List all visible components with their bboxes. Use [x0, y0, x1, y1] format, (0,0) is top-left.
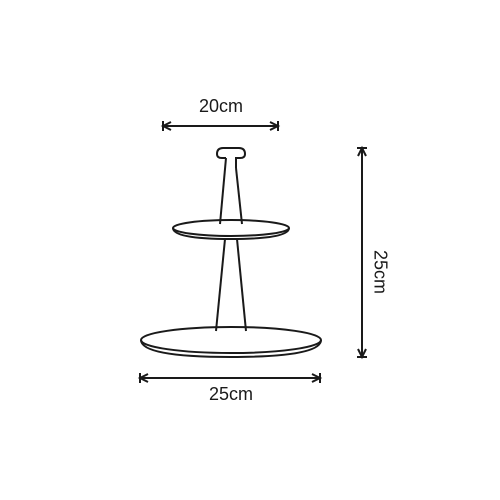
stand-handle-left	[217, 154, 226, 158]
bottom-width-label: 25cm	[209, 384, 253, 405]
upper-stem-right	[236, 168, 242, 224]
lower-stem-left	[216, 239, 225, 331]
top-width-label: 20cm	[199, 96, 243, 117]
diagram-svg	[0, 0, 500, 500]
lower-plate	[141, 327, 321, 353]
upper-stem-left	[220, 158, 226, 224]
upper-plate	[173, 220, 289, 236]
height-label: 25cm	[370, 250, 391, 294]
technical-drawing: 20cm 25cm 25cm	[0, 0, 500, 500]
lower-stem-right	[237, 239, 246, 331]
